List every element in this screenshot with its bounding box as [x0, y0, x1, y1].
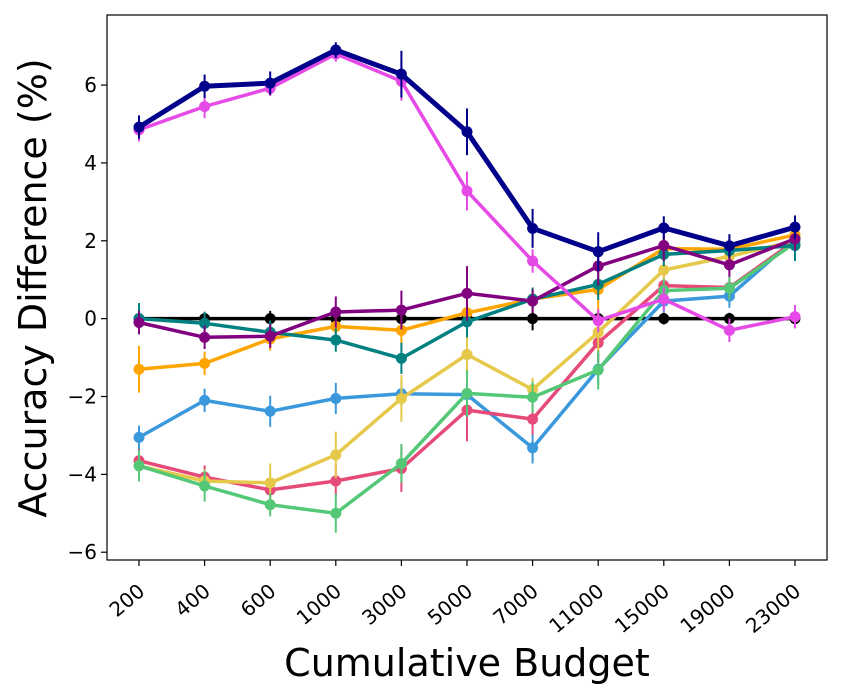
y-tick-label: −4	[68, 462, 97, 486]
data-point	[592, 315, 604, 327]
y-tick-label: −6	[68, 540, 97, 564]
data-point	[264, 499, 276, 511]
data-point	[723, 259, 735, 271]
data-point	[527, 413, 539, 425]
data-point	[395, 324, 407, 336]
data-point	[461, 287, 473, 299]
data-point	[461, 387, 473, 399]
series-4	[133, 227, 801, 533]
data-point	[527, 391, 539, 403]
data-point	[461, 348, 473, 360]
data-point	[133, 431, 145, 443]
data-point	[461, 316, 473, 328]
data-point	[658, 222, 670, 234]
data-point	[199, 357, 211, 369]
data-point	[527, 222, 539, 234]
data-point	[395, 457, 407, 469]
data-point	[199, 80, 211, 92]
data-point	[199, 331, 211, 343]
data-point	[395, 304, 407, 316]
y-tick-label: −2	[68, 385, 97, 409]
x-tick-label: 600	[236, 579, 281, 622]
x-tick-label: 1000	[292, 579, 346, 630]
y-axis-ticks: −6 −4 −2 0 2 4 6	[68, 73, 107, 564]
data-point	[133, 317, 145, 329]
data-point	[592, 364, 604, 376]
data-point	[330, 507, 342, 519]
x-tick-label: 15000	[610, 579, 674, 638]
data-point	[789, 311, 801, 323]
data-point	[264, 77, 276, 89]
data-point	[330, 44, 342, 56]
data-point	[658, 293, 670, 305]
x-axis-title: Cumulative Budget	[284, 641, 650, 685]
series-9	[133, 42, 801, 272]
data-point	[330, 392, 342, 404]
data-point	[199, 100, 211, 112]
data-point	[461, 126, 473, 138]
data-point	[264, 313, 276, 325]
data-point	[658, 264, 670, 276]
data-point	[395, 392, 407, 404]
x-tick-label: 200	[105, 579, 150, 622]
y-axis-title: Accuracy Difference (%)	[11, 58, 55, 517]
data-point	[527, 442, 539, 454]
data-point	[395, 352, 407, 364]
data-point	[330, 449, 342, 461]
data-point	[527, 295, 539, 307]
data-point	[133, 363, 145, 375]
x-tick-label: 19000	[675, 579, 739, 638]
data-point	[395, 68, 407, 80]
data-point	[199, 394, 211, 406]
data-point	[723, 324, 735, 336]
data-point	[264, 330, 276, 342]
data-point	[330, 475, 342, 487]
y-tick-label: 4	[84, 151, 97, 175]
y-tick-label: 6	[84, 73, 97, 97]
data-point	[723, 282, 735, 294]
data-point	[264, 477, 276, 489]
x-tick-label: 11000	[544, 579, 608, 638]
y-tick-label: 2	[84, 229, 97, 253]
data-point	[658, 313, 670, 325]
data-point	[264, 405, 276, 417]
data-point	[723, 240, 735, 252]
x-tick-label: 3000	[357, 579, 411, 630]
data-point	[199, 317, 211, 329]
x-tick-label: 5000	[423, 579, 477, 630]
data-point	[330, 334, 342, 346]
data-point	[527, 255, 539, 267]
chart-marks	[133, 42, 801, 533]
data-point	[199, 480, 211, 492]
data-point	[133, 460, 145, 472]
data-point	[658, 239, 670, 251]
y-tick-label: 0	[84, 307, 97, 331]
data-point	[461, 185, 473, 197]
data-point	[527, 313, 539, 325]
x-tick-label: 7000	[488, 579, 542, 630]
data-point	[592, 246, 604, 258]
x-tick-label: 400	[170, 579, 215, 622]
data-point	[330, 306, 342, 318]
data-point	[133, 121, 145, 133]
data-point	[789, 221, 801, 233]
x-axis-ticks: 200 400 600 1000 3000 5000 7000 11000 15000 19000…	[105, 560, 805, 638]
series-7	[133, 227, 801, 350]
x-tick-label: 23000	[741, 579, 805, 638]
